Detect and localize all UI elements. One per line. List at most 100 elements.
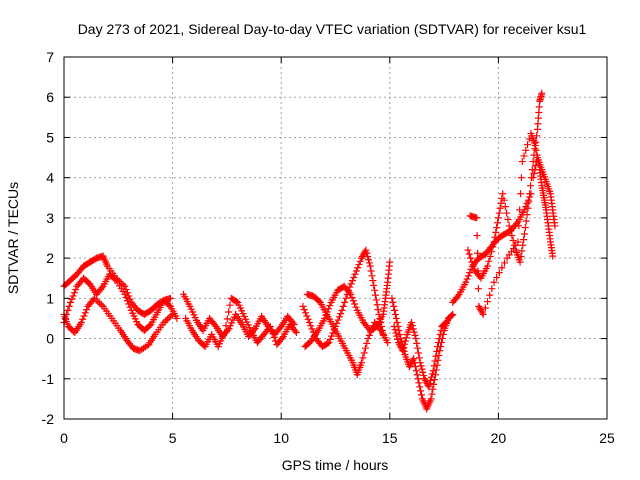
- data-point: [321, 314, 329, 322]
- data-point: [367, 267, 375, 275]
- data-point: [412, 335, 420, 343]
- data-point: [350, 273, 358, 281]
- y-tick-label: 5: [46, 129, 54, 145]
- data-point: [390, 302, 398, 310]
- data-point: [522, 146, 530, 154]
- data-point: [322, 311, 330, 319]
- data-point: [429, 367, 437, 375]
- data-point: [392, 314, 400, 322]
- data-point: [391, 326, 399, 334]
- data-point: [463, 275, 471, 283]
- data-point: [334, 316, 342, 324]
- data-point: [349, 297, 357, 305]
- data-point: [429, 385, 437, 393]
- data-point: [83, 306, 91, 314]
- x-tick-label: 5: [169, 430, 177, 446]
- data-point: [342, 294, 350, 302]
- data-point: [538, 89, 546, 97]
- data-point: [362, 246, 370, 254]
- data-point: [489, 243, 497, 251]
- data-point: [505, 222, 513, 230]
- data-point: [225, 308, 233, 316]
- data-point: [299, 302, 307, 310]
- data-point: [328, 332, 336, 340]
- data-point: [368, 272, 376, 280]
- data-point: [426, 380, 434, 388]
- data-point: [432, 366, 440, 374]
- data-point: [413, 371, 421, 379]
- data-point: [481, 304, 489, 312]
- data-point: [520, 236, 528, 244]
- y-tick-label: 2: [46, 250, 54, 266]
- data-point: [300, 306, 308, 314]
- data-point: [431, 357, 439, 365]
- data-point: [373, 301, 381, 309]
- data-point: [474, 285, 482, 293]
- data-point: [441, 319, 449, 327]
- data-point: [347, 290, 355, 298]
- data-point: [326, 335, 334, 343]
- data-point: [436, 347, 444, 355]
- y-axis-label: SDTVAR / TECUs: [5, 182, 21, 294]
- y-tick-label: 1: [46, 290, 54, 306]
- data-point: [388, 294, 396, 302]
- data-point: [508, 232, 516, 240]
- data-point: [462, 278, 470, 286]
- data-point: [474, 249, 482, 257]
- data-point: [413, 339, 421, 347]
- data-point: [323, 308, 331, 316]
- data-point: [126, 295, 134, 303]
- data-point: [436, 331, 444, 339]
- data-point: [356, 257, 364, 265]
- data-point: [473, 232, 481, 240]
- data-point: [420, 372, 428, 380]
- data-point: [397, 335, 405, 343]
- data-point: [454, 292, 462, 300]
- data-point: [408, 322, 416, 330]
- data-point: [418, 391, 426, 399]
- plot-frame: [63, 56, 608, 420]
- data-point: [304, 315, 312, 323]
- data-point: [488, 285, 496, 293]
- data-point: [522, 217, 530, 225]
- data-point: [428, 390, 436, 398]
- data-point: [416, 359, 424, 367]
- data-point: [401, 337, 409, 345]
- data-point: [430, 380, 438, 388]
- data-point: [391, 306, 399, 314]
- data-point: [360, 349, 368, 357]
- data-point: [474, 267, 482, 275]
- data-point: [487, 248, 495, 256]
- data-point: [370, 281, 378, 289]
- y-tick-label: -1: [42, 371, 55, 387]
- data-point: [530, 170, 538, 178]
- data-point: [431, 371, 439, 379]
- data-point: [232, 298, 240, 306]
- data-point: [354, 264, 362, 272]
- y-tick-label: 4: [46, 170, 54, 186]
- data-point: [493, 224, 501, 232]
- data-point: [519, 241, 527, 249]
- data-point: [270, 333, 278, 341]
- data-point: [531, 166, 539, 174]
- y-tick-label: 6: [46, 89, 54, 105]
- x-axis-label: GPS time / hours: [282, 457, 389, 473]
- data-point: [79, 315, 87, 323]
- data-point: [414, 375, 422, 383]
- x-tick-label: 15: [382, 430, 398, 446]
- data-point: [526, 190, 534, 198]
- data-point: [417, 362, 425, 370]
- data-point: [433, 361, 441, 369]
- data-point: [495, 269, 503, 277]
- data-point: [517, 253, 525, 261]
- data-point: [416, 383, 424, 391]
- data-point: [500, 259, 508, 267]
- data-point: [414, 349, 422, 357]
- data-point: [278, 334, 286, 342]
- data-point: [524, 204, 532, 212]
- data-point: [329, 329, 337, 337]
- data-point: [490, 238, 498, 246]
- data-point: [266, 322, 274, 330]
- data-point: [358, 359, 366, 367]
- data-point: [415, 354, 423, 362]
